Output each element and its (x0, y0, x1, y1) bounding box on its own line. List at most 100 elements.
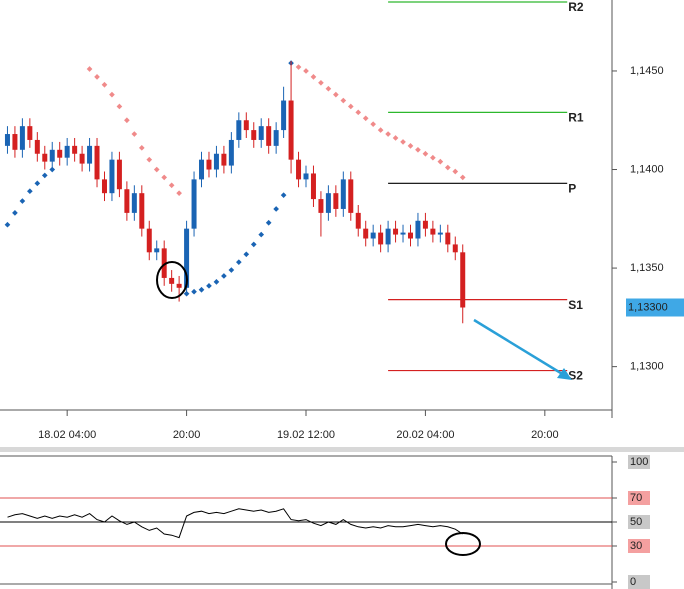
candle-body (415, 220, 421, 239)
candle-body (407, 232, 413, 239)
sar-dot (370, 121, 376, 128)
candle-body (101, 179, 107, 194)
pivot-label: P (568, 181, 576, 195)
x-tick-label: 20.02 04:00 (396, 429, 454, 441)
candle-body (146, 228, 152, 253)
sar-dot (109, 91, 115, 98)
highlight-ellipse (156, 261, 188, 299)
candle-body (303, 173, 309, 180)
candle-body (94, 145, 100, 180)
sar-dot (168, 182, 175, 189)
pivot-label: R1 (568, 111, 584, 125)
rsi-tick-label: 30 (630, 540, 642, 552)
pivot-label: R2 (568, 0, 584, 14)
sar-dot (124, 117, 130, 124)
candle-body (116, 159, 122, 190)
last-price-box (626, 298, 684, 317)
candle-body (243, 120, 249, 131)
sar-dot (310, 74, 317, 80)
sar-dot (198, 286, 205, 293)
sar-dot (153, 166, 160, 173)
sar-dot (303, 68, 309, 74)
candle-body (437, 232, 443, 235)
arrow-head (557, 368, 572, 380)
rsi-tick-label: 70 (630, 492, 642, 504)
candle-body (228, 139, 234, 166)
candle-body (348, 179, 354, 213)
y-tick-label: 1,1350 (630, 262, 664, 274)
sar-dot (377, 127, 384, 133)
candle-body (64, 145, 70, 158)
sar-dot (94, 74, 100, 80)
sar-dot (280, 192, 287, 198)
sar-dot (459, 174, 466, 181)
candle-body (27, 126, 33, 140)
candle-body (154, 248, 160, 253)
sar-dot (347, 103, 354, 110)
sar-dot (161, 174, 168, 181)
candle-body (213, 153, 219, 170)
candle-body (325, 193, 331, 213)
candle-body (161, 248, 167, 278)
candle-body (422, 220, 428, 229)
sar-dot (243, 251, 250, 258)
rsi-panel: 0 30 50 70 100 (0, 455, 650, 589)
candle-body (79, 153, 85, 164)
sar-dot (101, 81, 108, 88)
sar-dot (318, 79, 324, 86)
candle-body (273, 130, 279, 146)
candle-body (385, 228, 391, 245)
pivot-label: S2 (568, 369, 583, 383)
sar-dot (228, 267, 235, 273)
sar-dot (206, 282, 212, 289)
sar-dot (146, 156, 153, 163)
y-tick-label: 1,1300 (630, 361, 664, 373)
candle-body (199, 159, 205, 180)
candle-body (355, 212, 361, 229)
candle-body (109, 159, 115, 194)
sar-dot (444, 164, 451, 171)
rsi-tick-box (628, 539, 650, 553)
candle-body (400, 232, 406, 235)
candle-body (288, 100, 294, 160)
sar-dot (191, 288, 197, 295)
sar-dot (333, 91, 339, 98)
candle-body (266, 126, 272, 146)
candle-body (378, 232, 384, 245)
candle-body (363, 228, 369, 239)
candle-body (34, 139, 40, 154)
candle-body (460, 252, 466, 308)
candle-body (452, 244, 458, 253)
candle-body (191, 179, 197, 229)
candle-body (221, 153, 227, 166)
sar-dot (27, 188, 33, 195)
y-tick-label: 1,1400 (630, 163, 664, 175)
panel-separator (0, 447, 684, 452)
x-tick-label: 20:00 (173, 429, 201, 441)
y-tick-label: 1,1450 (630, 65, 664, 77)
candle-body (251, 130, 257, 140)
rsi-tick-box (628, 455, 650, 469)
candle-body (169, 277, 175, 284)
candle-body (176, 283, 182, 288)
rsi-line (7, 508, 463, 539)
rsi-tick-label: 50 (630, 516, 642, 528)
candle-body (12, 134, 18, 150)
sar-dot (325, 85, 332, 92)
sar-dot (340, 97, 347, 104)
last-price-label: 1,13300 (628, 301, 668, 313)
sar-dot (19, 198, 26, 204)
sar-dot (392, 135, 399, 141)
sar-dot (116, 103, 123, 110)
rsi-tick-label: 100 (630, 456, 648, 468)
sar-dot (295, 64, 302, 70)
highlight-ellipse (445, 532, 481, 556)
candle-body (318, 199, 324, 213)
sar-dot (258, 231, 265, 238)
candle-body (296, 159, 302, 180)
sar-dot (430, 154, 436, 161)
sar-dot (400, 139, 406, 145)
candle-body (310, 173, 316, 200)
sar-dot (422, 150, 429, 157)
